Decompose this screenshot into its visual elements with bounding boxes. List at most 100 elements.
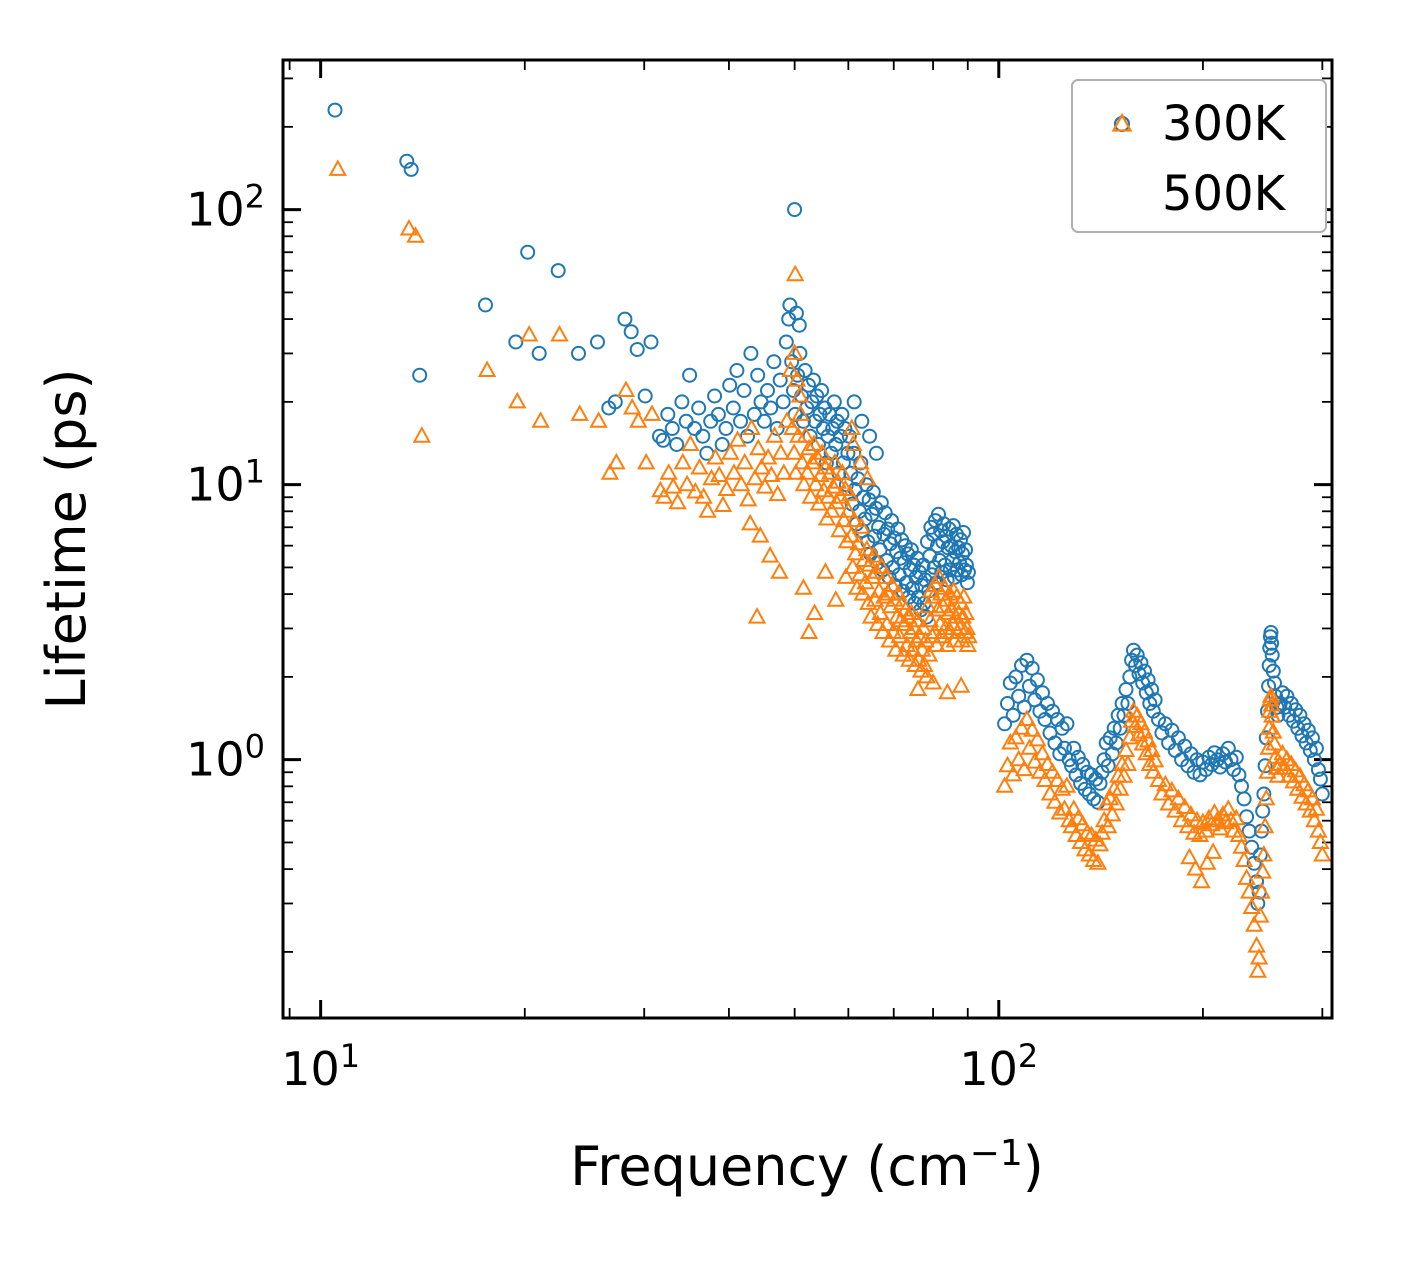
scatter-point [1049,712,1065,727]
scatter-point [743,345,759,361]
scatter-point [607,394,623,410]
scatter-point [1252,882,1271,899]
scatter-point [1245,915,1264,932]
scatter-point [856,572,875,590]
scatter-point [784,354,800,370]
scatter-point [1103,804,1122,822]
scatter-point [1260,718,1279,735]
scatter-point [787,370,807,387]
scatter-point [1311,832,1330,849]
scatter-point [997,716,1013,732]
scatter-point [995,776,1014,793]
scatter-point [1313,844,1332,862]
scatter-point [826,590,845,607]
scatter-point [1101,788,1120,806]
scatter-point [1023,720,1042,737]
series-300K-points [327,102,1330,911]
x-axis-label-text: Frequency (cm [570,1135,970,1198]
scatter-point [1118,754,1138,771]
scatter-point [1312,771,1328,787]
scatter-point [928,599,947,617]
scatter-point [837,531,857,549]
scatter-point [875,587,894,604]
scatter-point [1050,802,1069,820]
scatter-point [698,501,717,518]
scatter-point [1138,730,1158,748]
scatter-point [1248,961,1267,978]
scatter-point [795,413,811,429]
scatter-point [1275,758,1294,775]
scatter-point [702,468,721,486]
scatter-point [1261,689,1280,707]
scatter-point [765,426,784,443]
scatter-point [1290,766,1310,783]
scatter-point [924,587,943,604]
scatter-point [1227,808,1246,826]
scatter-point [710,465,729,482]
scatter-point [1198,853,1217,870]
scatter-point [799,438,819,456]
scatter-point [1140,672,1156,688]
scatter-point [1263,625,1279,640]
scatter-point [1097,793,1116,811]
scatter-point [664,421,680,436]
scatter-point [858,468,877,486]
scatter-point [850,564,870,582]
legend-box [1071,79,1327,233]
scatter-point [793,452,812,470]
scatter-point [954,587,973,604]
scatter-point [642,404,662,421]
scatter-point [1012,718,1031,735]
scatter-point [1084,850,1103,867]
scatter-point [857,539,877,557]
scatter-point [690,457,709,475]
x-axis-label-close: ) [1023,1135,1044,1198]
scatter-point [520,244,536,260]
scatter-point [1292,707,1308,723]
scatter-point [616,380,636,397]
scatter-point [1059,716,1075,732]
scatter-point [1236,791,1252,807]
scatter-point [801,487,820,504]
scatter-point [1307,799,1326,816]
plot-border [281,58,1334,1020]
scatter-point [1088,853,1108,870]
scatter-point [1137,743,1156,761]
scatter-point [1006,727,1026,745]
scatter-point [794,474,814,492]
x-tick-label: 101 [281,1037,360,1096]
scatter-point [742,418,761,435]
scatter-point [1228,749,1244,765]
scatter-point [756,413,772,429]
scatter-point [508,334,524,350]
scatter-point [1073,814,1092,832]
scatter-point [772,372,788,388]
scatter-point [637,452,656,470]
scatter-point [520,324,539,342]
scatter-point [932,626,952,644]
scatter-point [834,510,854,528]
scatter-point [914,618,933,635]
scatter-point [832,428,848,444]
scatter-point [691,400,707,416]
scatter-point [819,487,838,504]
scatter-point [1253,862,1272,879]
scatter-point [747,607,767,624]
scatter-point [570,404,589,421]
scatter-point [1144,682,1160,697]
y-axis-label: Lifetime (ps) [35,368,98,709]
scatter-point [908,679,928,696]
scatter-point [1275,685,1290,701]
scatter-point [783,418,802,435]
scatter-point [836,567,856,584]
scatter-point [1000,696,1015,711]
scatter-point [828,437,844,452]
scatter-point [938,682,957,700]
scatter-point [938,635,957,652]
scatter-point [937,557,953,573]
legend-triangle-marker-icon [1111,112,1133,132]
scatter-point [1310,762,1326,778]
scatter-point [830,520,849,538]
scatter-point [1202,814,1221,832]
scatter-point [1114,766,1134,783]
